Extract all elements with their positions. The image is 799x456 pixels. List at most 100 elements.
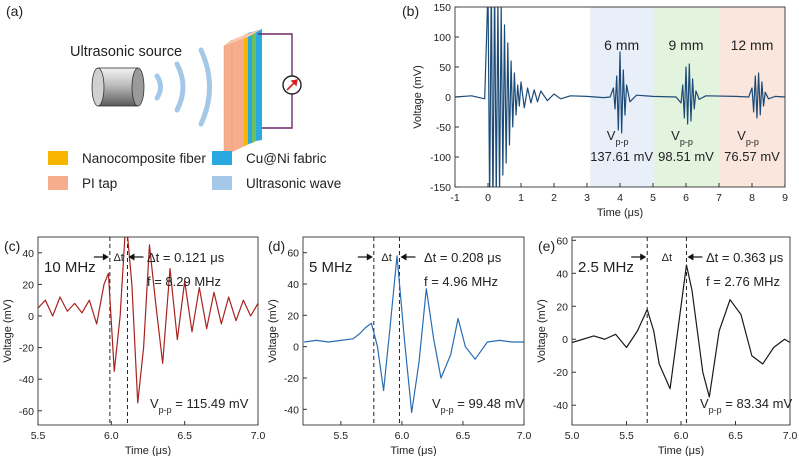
vpp-symbol: V	[700, 396, 709, 411]
vpp-subscript: p-p	[441, 405, 454, 415]
x-axis-label: Time (μs)	[597, 207, 643, 219]
vpp-text: = 83.34 mV	[722, 396, 793, 411]
legend-label: Ultrasonic wave	[246, 176, 341, 191]
y-axis-label: Voltage (mV)	[412, 65, 424, 129]
x-tick-label: 6.5	[456, 430, 471, 442]
delta-text: Δt = 0.363 μs	[706, 250, 784, 265]
chart: (c) 5.5 6.0 6.5 7.0 -60 -40 -20 0 20 40 Time (μs) Vo…	[2, 236, 265, 456]
y-tick-label: 0	[445, 92, 451, 104]
x-tick-label: 5	[650, 192, 656, 204]
legend-swatch	[48, 176, 68, 190]
vpp-label: Vp-p	[737, 128, 759, 147]
vpp-subscript: p-p	[746, 137, 759, 147]
y-tick-label: -40	[553, 400, 568, 412]
y-tick-label: 0	[293, 342, 299, 354]
x-tick-label: 5.5	[334, 430, 349, 442]
x-axis-label: Time (μs)	[658, 445, 704, 456]
y-tick-label: 150	[433, 2, 451, 14]
x-tick-label: 6	[683, 192, 689, 204]
y-tick-label: 100	[433, 32, 451, 44]
panel-label: (d)	[268, 238, 285, 254]
y-tick-label: 50	[439, 62, 451, 74]
x-tick-label: 6.5	[177, 430, 192, 442]
y-tick-label: -100	[430, 152, 451, 164]
amplitude-label: 137.61 mV	[590, 149, 653, 164]
vpp-subscript: p-p	[680, 137, 693, 147]
ultrasonic-source	[91, 67, 145, 107]
waveform	[38, 237, 258, 404]
vpp-label: Vp-p	[607, 128, 629, 147]
source-label: Ultrasonic source	[70, 44, 182, 60]
region-label: 6 mm	[604, 37, 639, 53]
x-tick-label: 6.0	[395, 430, 410, 442]
vpp-text: = 115.49 mV	[172, 396, 249, 411]
diagram: (a) Ultrasonic source	[6, 3, 302, 157]
y-tick-label: 40	[287, 279, 299, 291]
x-tick-label: 6.5	[728, 430, 743, 442]
y-tick-label: -40	[284, 404, 299, 416]
chart: (b) 6 mm Vp-p 137.61 mV 9 mm Vp-p 98.51 mV 12 m…	[402, 2, 788, 219]
vpp-symbol: V	[607, 128, 616, 143]
panel-label: (c)	[4, 238, 20, 254]
panel-label: (e)	[538, 238, 555, 254]
arrow-head	[102, 253, 109, 261]
frequency-text: f = 2.76 MHz	[706, 274, 780, 289]
y-tick-label: -50	[436, 122, 451, 134]
legend-swatch	[48, 151, 68, 165]
y-tick-label: 20	[22, 279, 34, 291]
chart: (e) 5.0 5.5 6.0 6.5 7.0 -40 -20 0 20 40 60 Time (μs)…	[536, 235, 797, 456]
delta-symbol: Δt	[662, 252, 672, 264]
plot-frame	[302, 236, 525, 426]
y-axis-label: Voltage (mV)	[267, 299, 279, 363]
x-tick-label: 7.0	[783, 430, 798, 442]
y-tick-label: 20	[556, 301, 568, 313]
legend-label: PI tap	[82, 176, 117, 191]
x-tick-label: 2	[551, 192, 557, 204]
frequency-label: 5 MHz	[309, 259, 352, 276]
vpp-label: Vp-p	[671, 128, 693, 147]
y-tick-label: 60	[556, 235, 568, 247]
x-tick-label: 5.5	[619, 430, 634, 442]
x-tick-label: 4	[617, 192, 623, 204]
vpp-subscript: p-p	[709, 405, 722, 415]
legend-swatch	[212, 151, 232, 165]
vpp-symbol: V	[737, 128, 746, 143]
panel-label: (a)	[6, 3, 23, 19]
vpp-label: Vp-p = 83.34 mV	[700, 396, 792, 415]
y-tick-label: 40	[556, 268, 568, 280]
y-tick-label: 40	[22, 248, 34, 260]
arrow-head	[128, 253, 135, 261]
chart: (d) 5.5 6.0 6.5 7.0 -40 -20 0 20 40 60 Time (μs) Vol…	[267, 236, 531, 456]
waveform	[572, 264, 790, 398]
y-axis-label: Voltage (mV)	[2, 299, 14, 363]
frequency-text: f = 8.29 MHz	[147, 274, 221, 289]
arrow-head	[366, 253, 373, 261]
x-tick-label: 7	[716, 192, 722, 204]
y-axis-label: Voltage (mV)	[536, 299, 548, 363]
y-tick-label: -20	[284, 373, 299, 385]
y-tick-label: 60	[287, 248, 299, 260]
y-tick-label: 20	[287, 310, 299, 322]
y-tick-label: 0	[562, 334, 568, 346]
frequency-label: 2.5 MHz	[578, 259, 634, 276]
x-tick-label: 6.0	[104, 430, 119, 442]
waveform	[455, 7, 785, 187]
arrow-head	[640, 253, 647, 261]
region-label: 9 mm	[669, 37, 704, 53]
legend-swatch	[212, 176, 232, 190]
y-tick-label: 0	[28, 311, 34, 323]
x-tick-label: 8	[749, 192, 755, 204]
y-tick-label: -150	[430, 182, 451, 194]
y-tick-label: -20	[553, 367, 568, 379]
frequency-text: f = 4.96 MHz	[424, 274, 498, 289]
legend-label: Cu@Ni fabric	[246, 151, 327, 166]
vpp-label: Vp-p = 115.49 mV	[150, 396, 249, 415]
x-tick-label: 6.0	[674, 430, 689, 442]
y-tick-label: -20	[19, 343, 34, 355]
x-axis-label: Time (μs)	[390, 445, 436, 456]
vpp-symbol: V	[432, 396, 441, 411]
delta-text: Δt = 0.208 μs	[424, 250, 502, 265]
x-tick-label: 0	[485, 192, 491, 204]
waveform	[304, 255, 524, 414]
